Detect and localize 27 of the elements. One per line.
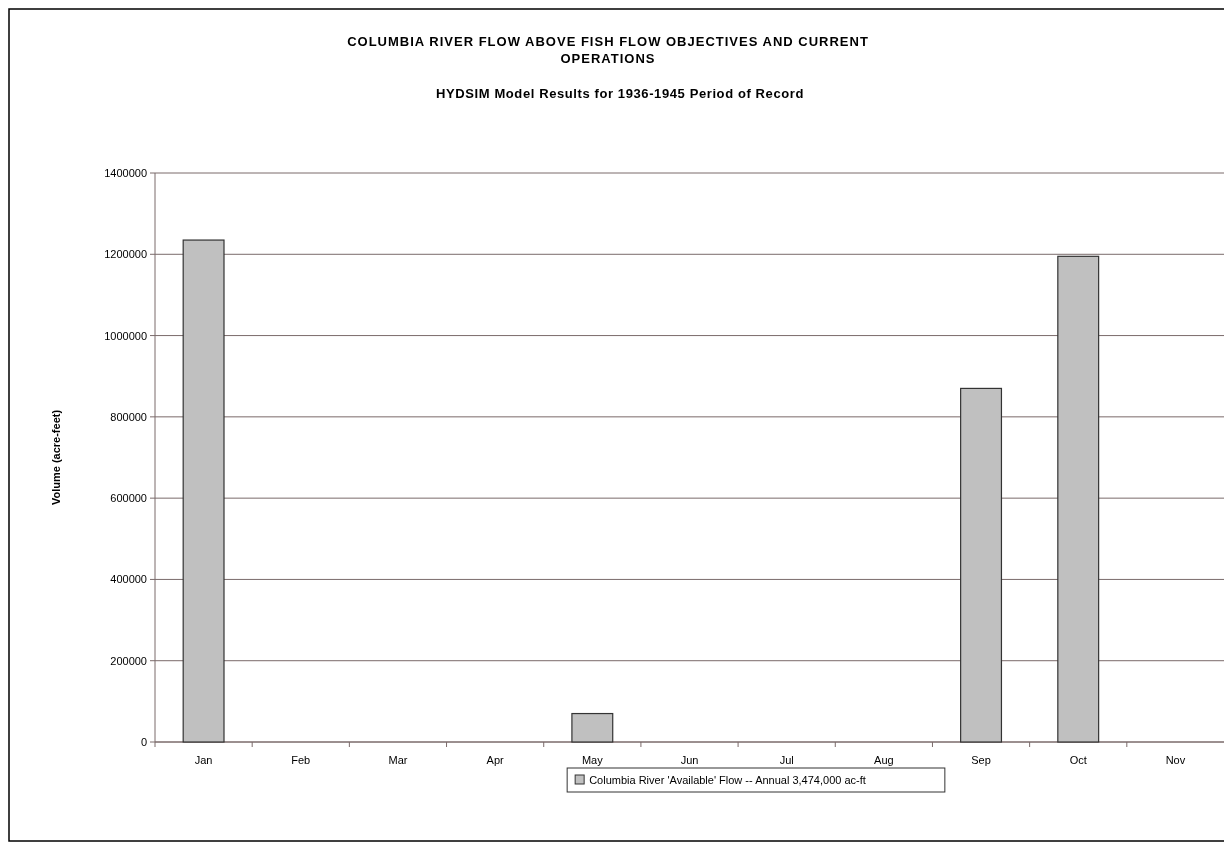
y-tick-label: 1200000 — [104, 248, 147, 261]
x-tick-label: Jan — [194, 754, 213, 766]
bar — [571, 712, 614, 743]
y-tick-label: 800000 — [110, 410, 147, 423]
x-tick-label: Jul — [779, 754, 794, 766]
y-tick-label: 400000 — [110, 573, 147, 586]
chart-subtitle: HYDSIM Model Results for 1936-1945 Period of Record — [436, 86, 804, 101]
x-tick-label: Oct — [1069, 754, 1087, 766]
y-tick-label: 200000 — [110, 654, 147, 667]
y-axis-title: Volume (acre-feet) — [50, 409, 62, 506]
x-tick-label: Jun — [680, 754, 699, 766]
x-tick-label: Mar — [388, 754, 408, 766]
x-tick-label: Nov — [1165, 754, 1186, 766]
legend-label: Columbia River 'Available' Flow -- Annual 3,474,000 ac-ft — [589, 774, 866, 786]
bar — [1057, 255, 1100, 743]
y-tick-label: 1400000 — [104, 167, 147, 179]
chart-title: COLUMBIA RIVER FLOW ABOVE FISH FLOW OBJECTIVES AND CURRENT OPERATIONS — [347, 34, 869, 66]
y-tick-label: 0 — [140, 736, 147, 748]
bar — [960, 387, 1003, 743]
y-tick-label: 1000000 — [104, 329, 147, 342]
bar — [182, 239, 225, 743]
x-tick-label: Aug — [874, 754, 894, 766]
x-tick-label: May — [581, 754, 604, 766]
x-tick-label: Apr — [486, 754, 505, 766]
x-tick-label: Sep — [971, 754, 991, 766]
x-tick-label: Feb — [291, 754, 311, 766]
y-tick-label: 600000 — [110, 492, 147, 505]
